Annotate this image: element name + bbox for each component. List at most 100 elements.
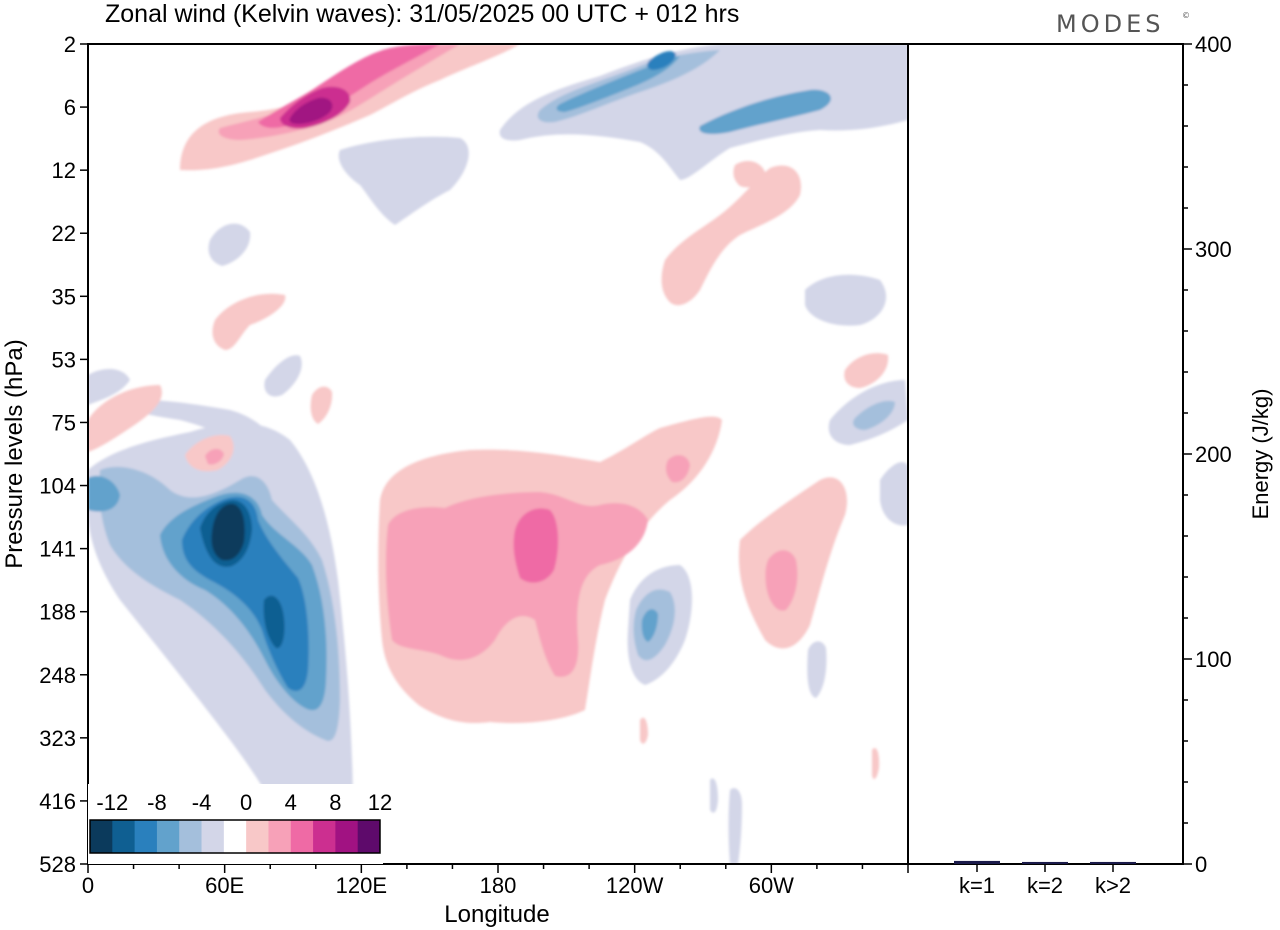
contour-neg-0b <box>88 368 130 405</box>
y-tick-label: 2 <box>64 32 76 57</box>
colorbar-tick-label: -8 <box>147 790 167 815</box>
colorbar-swatch <box>290 820 314 853</box>
contour-pos-east-4 <box>733 160 765 188</box>
energy-bars <box>954 860 1136 864</box>
colorbar-swatch <box>246 820 269 853</box>
y-tick-label: 22 <box>52 221 76 246</box>
contour-pos-low-2 <box>513 508 559 583</box>
energy-tick-label: 0 <box>1195 852 1207 877</box>
colorbar-swatch <box>268 820 292 853</box>
y-tick-label: 12 <box>52 158 76 183</box>
contour-pos-strip-1 <box>640 717 648 744</box>
energy-tick-label: 400 <box>1195 32 1232 57</box>
contour-neg-strip-2 <box>710 778 718 813</box>
contour-pos-east-1 <box>765 550 798 611</box>
contour-neg-120w-2 <box>641 609 658 642</box>
contour-neg-120w-3 <box>807 641 827 698</box>
y-tick-label: 75 <box>52 410 76 435</box>
colorbar-swatch <box>156 820 180 853</box>
contour-pos-west-0 <box>88 385 162 452</box>
contour-pos-east-3 <box>844 353 889 388</box>
y-tick-label: 416 <box>39 789 76 814</box>
colorbar-tick-label: 0 <box>240 790 252 815</box>
pressure-axis: 2 6 12 22 35 53 75 104 141 188 248 323 416 528 <box>39 32 88 877</box>
colorbar-tick-label: 4 <box>285 790 297 815</box>
energy-tick-label: 100 <box>1195 647 1232 672</box>
energy-bar <box>1090 861 1136 864</box>
contour-neg-small-5 <box>880 462 908 526</box>
brand-copyright-mark: © <box>1182 11 1194 20</box>
y-tick-label: 104 <box>39 474 76 499</box>
wavenumber-tick-label: k=2 <box>1027 873 1063 898</box>
longitude-pressure-panel <box>87 43 909 865</box>
energy-tick-label: 300 <box>1195 237 1232 262</box>
colorbar-tick-label: 12 <box>368 790 392 815</box>
brand-logo: MODES <box>1056 10 1164 38</box>
y-tick-label: 53 <box>52 347 76 372</box>
y-tick-label: 323 <box>39 726 76 751</box>
contour-neg-small-3 <box>264 355 302 397</box>
wavenumber-axis: k=1 k=2 k>2 <box>959 864 1131 898</box>
x-tick-label: 180 <box>480 873 517 898</box>
energy-tick-label: 200 <box>1195 442 1232 467</box>
colorbar-tick-label: -12 <box>96 790 128 815</box>
contour-neg-mid-0 <box>338 136 469 225</box>
contour-pos-east-2 <box>661 165 801 306</box>
y-tick-label: 141 <box>39 537 76 562</box>
x-tick-label: 60E <box>205 873 244 898</box>
contour-neg-0c <box>120 399 290 470</box>
contour-pos-west-2 <box>205 448 224 465</box>
y-tick-label: 188 <box>39 600 76 625</box>
colorbar-swatch <box>179 820 203 853</box>
y-tick-label: 248 <box>39 663 76 688</box>
contour-pos-strip-2 <box>872 748 880 780</box>
contour-neg-up-3 <box>647 51 676 70</box>
colorbar-swatch <box>201 820 225 853</box>
x-tick-label: 0 <box>82 873 94 898</box>
colorbar-tick-label: 8 <box>329 790 341 815</box>
contour-neg-small-4b <box>853 400 895 430</box>
energy-axis: 0 100 200 300 400 <box>1183 32 1232 877</box>
colorbar-swatch <box>357 820 381 853</box>
colorbar-swatch <box>134 820 158 853</box>
contour-neg-small-2 <box>805 274 887 326</box>
colorbar-swatch <box>313 820 336 853</box>
x-tick-label: 120E <box>336 873 387 898</box>
x-tick-label: 120W <box>606 873 664 898</box>
contour-neg-up-2 <box>556 56 680 112</box>
colorbar-swatch <box>223 820 247 853</box>
wind-contours <box>88 44 908 864</box>
colorbar-swatch <box>90 820 113 853</box>
contour-pos-up-4 <box>289 97 333 124</box>
contour-neg-edge-w <box>88 475 120 512</box>
contour-neg-small-1 <box>208 223 251 266</box>
energy-bar <box>1022 861 1068 864</box>
y-axis-label: Pressure levels (hPa) <box>1 339 28 568</box>
chart-title: Zonal wind (Kelvin waves): 31/05/2025 00… <box>105 0 739 28</box>
colorbar: -12 -8 -4 0 4 8 12 <box>88 784 392 864</box>
wavenumber-tick-label: k=1 <box>959 873 995 898</box>
colorbar-swatch <box>335 820 359 853</box>
colorbar-swatches <box>89 819 381 854</box>
colorbar-tick-label: -4 <box>192 790 212 815</box>
y-tick-label: 528 <box>39 852 76 877</box>
energy-axis-label: Energy (J/kg) <box>1248 389 1273 520</box>
contour-neg-up-2b <box>699 89 831 134</box>
contour-neg-strip-1 <box>728 788 742 864</box>
contour-pos-west-4 <box>310 386 333 424</box>
energy-bar <box>954 860 1000 864</box>
contour-neg-5 <box>211 503 245 561</box>
y-tick-label: 35 <box>52 284 76 309</box>
colorbar-swatch <box>112 820 136 853</box>
y-tick-label: 6 <box>64 95 76 120</box>
colorbar-labels: -12 -8 -4 0 4 8 12 <box>96 790 392 815</box>
longitude-axis: 0 60E 120E 180 120W 60W <box>82 864 909 898</box>
contour-neg-up-0 <box>499 44 908 180</box>
contour-pos-west-3 <box>212 293 286 350</box>
contour-neg-4b <box>263 595 285 649</box>
contour-pos-low-3 <box>665 455 690 483</box>
energy-panel: 0 100 200 300 400 k=1 k=2 k>2 Energy (J/kg) <box>907 32 1273 898</box>
x-tick-label: 60W <box>749 873 794 898</box>
x-axis-label: Longitude <box>444 901 549 928</box>
